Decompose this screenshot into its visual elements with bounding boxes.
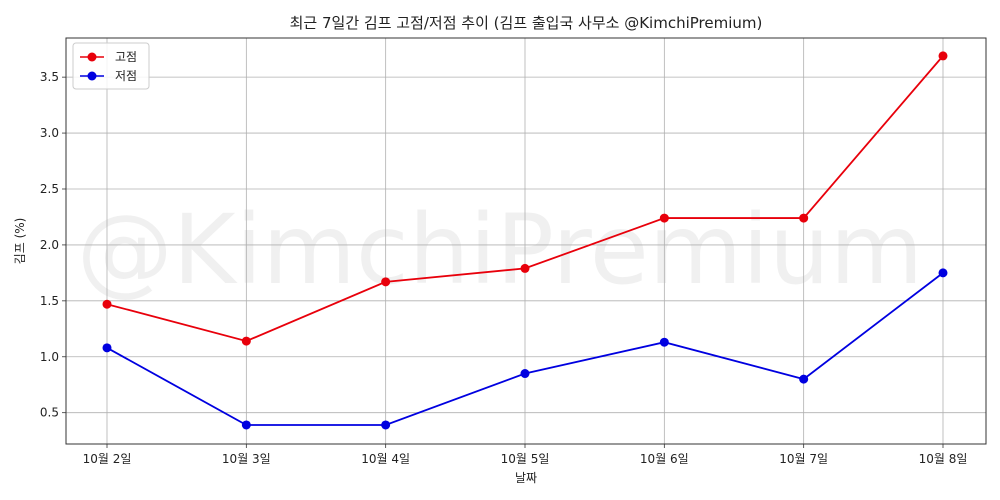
x-tick-label: 10월 8일 xyxy=(919,452,968,466)
series-layer xyxy=(102,51,948,430)
y-tick-label: 1.5 xyxy=(40,294,59,308)
data-point-high xyxy=(799,213,809,223)
data-point-high xyxy=(938,51,948,61)
legend-box xyxy=(72,42,150,90)
data-point-low xyxy=(102,343,112,353)
grid xyxy=(66,38,986,444)
legend-marker-high xyxy=(87,52,97,62)
x-tick-label: 10월 2일 xyxy=(83,452,132,466)
y-axis-label: 김프 (%) xyxy=(13,218,27,265)
y-tick-label: 2.5 xyxy=(40,182,59,196)
y-tick-label: 2.0 xyxy=(40,238,59,252)
y-tick-label: 3.0 xyxy=(40,126,59,140)
x-tick-label: 10월 4일 xyxy=(361,452,410,466)
data-point-high xyxy=(381,277,391,287)
data-point-low xyxy=(938,268,948,278)
data-point-low xyxy=(659,337,669,347)
data-point-low xyxy=(241,420,251,430)
x-tick-label: 10월 5일 xyxy=(501,452,550,466)
y-ticks: 0.5 1.0 1.5 2.0 2.5 3.0 3.5 xyxy=(40,70,66,420)
plot-area xyxy=(65,37,987,445)
chart-title: 최근 7일간 김프 고점/저점 추이 (김프 출입국 사무소 @KimchiPr… xyxy=(290,14,763,32)
data-point-high xyxy=(102,299,112,309)
data-point-low xyxy=(799,374,809,384)
legend-label-high: 고점 xyxy=(115,50,137,64)
data-point-high xyxy=(659,213,669,223)
watermark: @KimchiPremium xyxy=(77,194,924,306)
data-point-low xyxy=(520,369,530,379)
x-ticks: 10월 2일 10월 3일 10월 4일 10월 5일 10월 6일 10월 7일 10월 … xyxy=(83,444,968,466)
y-tick-label: 1.0 xyxy=(40,350,59,364)
x-tick-label: 10월 6일 xyxy=(640,452,689,466)
legend-marker-low xyxy=(87,71,97,81)
x-tick-label: 10월 3일 xyxy=(222,452,271,466)
y-tick-label: 0.5 xyxy=(40,406,59,420)
data-point-high xyxy=(520,263,530,273)
legend-label-low: 저점 xyxy=(115,69,137,83)
series-low xyxy=(102,268,948,430)
y-tick-label: 3.5 xyxy=(40,70,59,84)
series-high xyxy=(102,51,948,346)
data-point-high xyxy=(241,336,251,346)
legend: 고점 저점 xyxy=(72,42,150,90)
x-tick-label: 10월 7일 xyxy=(779,452,828,466)
data-point-low xyxy=(381,420,391,430)
x-axis-label: 날짜 xyxy=(515,471,537,485)
